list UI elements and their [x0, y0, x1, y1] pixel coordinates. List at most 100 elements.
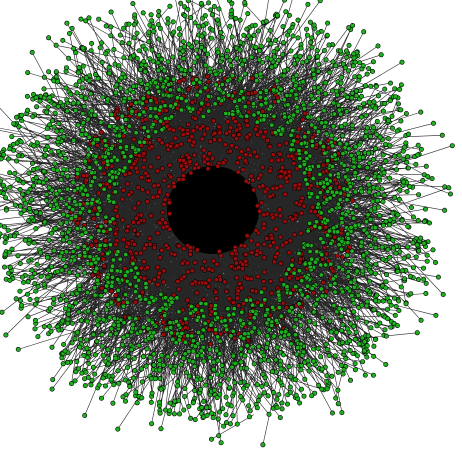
node — [124, 228, 130, 234]
node — [235, 169, 241, 175]
node — [338, 80, 344, 86]
node — [336, 306, 342, 312]
node — [108, 377, 114, 383]
node — [223, 420, 229, 426]
node — [109, 288, 115, 294]
node — [124, 299, 130, 305]
node — [64, 20, 70, 26]
node — [120, 187, 126, 193]
node — [59, 231, 65, 237]
node — [88, 261, 94, 267]
node — [202, 320, 208, 326]
node — [25, 314, 31, 320]
node — [181, 77, 187, 83]
node — [32, 270, 38, 276]
node — [215, 49, 221, 55]
node — [232, 335, 238, 341]
node — [293, 200, 299, 206]
node — [104, 283, 110, 289]
node — [293, 317, 299, 323]
node — [172, 252, 178, 258]
node — [142, 245, 148, 251]
node — [168, 143, 174, 149]
node — [83, 18, 89, 24]
node — [53, 42, 59, 48]
node — [245, 11, 251, 17]
node — [190, 348, 196, 354]
node — [236, 264, 242, 270]
node — [158, 118, 164, 124]
node — [109, 169, 115, 175]
node — [171, 369, 177, 375]
node — [114, 204, 120, 210]
node — [310, 143, 316, 149]
node — [70, 207, 76, 213]
node — [447, 191, 453, 197]
node — [346, 25, 352, 31]
node — [121, 320, 127, 326]
node — [100, 256, 106, 262]
node — [220, 367, 226, 373]
node — [314, 249, 320, 255]
node — [123, 117, 129, 123]
node — [211, 366, 217, 372]
node — [192, 388, 198, 394]
node — [180, 39, 186, 45]
node — [130, 144, 136, 150]
node — [317, 171, 323, 177]
node — [99, 395, 105, 401]
node — [252, 22, 258, 28]
node — [307, 220, 313, 226]
node — [103, 383, 109, 389]
node — [307, 19, 313, 25]
node — [263, 87, 269, 93]
node — [314, 296, 320, 302]
node — [115, 301, 121, 307]
node — [228, 317, 234, 323]
node — [229, 143, 235, 149]
node — [161, 68, 167, 74]
node — [172, 398, 178, 404]
node — [121, 55, 127, 61]
node — [136, 342, 142, 348]
node — [372, 271, 378, 277]
node — [104, 307, 110, 313]
node — [177, 32, 183, 38]
node — [350, 22, 356, 28]
node — [3, 332, 9, 338]
node — [193, 307, 199, 313]
node — [361, 252, 367, 258]
node — [307, 260, 313, 266]
node — [163, 407, 169, 413]
node — [297, 156, 303, 162]
node — [19, 112, 25, 118]
node — [372, 174, 378, 180]
node — [418, 317, 424, 323]
node — [331, 303, 337, 309]
node — [302, 376, 308, 382]
node — [331, 100, 337, 106]
node — [109, 326, 115, 332]
node — [242, 0, 248, 5]
node — [364, 71, 370, 77]
node — [318, 236, 324, 242]
node — [303, 150, 309, 156]
node — [179, 96, 185, 102]
node — [272, 130, 278, 136]
node — [323, 224, 329, 230]
node — [255, 242, 261, 248]
node — [104, 181, 110, 187]
node — [35, 334, 41, 340]
node — [244, 343, 250, 349]
node — [420, 265, 426, 271]
node — [355, 292, 361, 298]
node — [410, 265, 416, 271]
node — [304, 156, 310, 162]
node — [102, 138, 108, 144]
node — [130, 89, 136, 95]
node — [176, 322, 182, 328]
node — [139, 395, 145, 401]
node — [45, 274, 51, 280]
node — [130, 322, 136, 328]
node — [181, 274, 187, 280]
